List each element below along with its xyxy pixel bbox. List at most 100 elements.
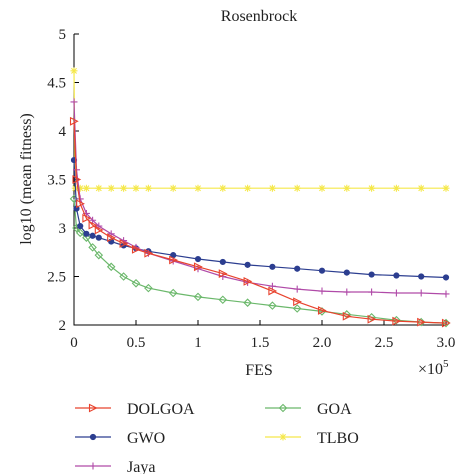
- data-point-tlbo: [76, 184, 84, 192]
- data-point-dolgoa: [218, 269, 228, 278]
- data-point-dolgoa: [317, 306, 327, 315]
- data-point-tlbo: [169, 184, 177, 192]
- legend-label-dolgoa: DOLGOA: [127, 401, 195, 418]
- y-tick-label: 2: [59, 318, 67, 334]
- data-point-goa: [193, 292, 203, 302]
- data-point-jaya: [89, 216, 97, 224]
- data-point-dolgoa: [367, 314, 377, 324]
- legend-item-tlbo: TLBO: [265, 430, 359, 447]
- chart-title: Rosenbrock: [221, 8, 297, 25]
- data-point-goa: [168, 288, 178, 298]
- data-point-dolgoa: [342, 311, 352, 321]
- data-point-dolgoa: [88, 220, 98, 230]
- data-point-dolgoa: [293, 297, 302, 307]
- data-point-gwo: [219, 258, 226, 266]
- data-point-tlbo: [268, 184, 276, 192]
- data-point-tlbo: [95, 184, 103, 192]
- data-point-tlbo: [293, 184, 301, 192]
- data-point-dolgoa: [417, 317, 426, 327]
- data-point-tlbo: [194, 184, 202, 192]
- series-line-tlbo: [73, 70, 446, 189]
- series-tlbo: [70, 67, 450, 192]
- legend-item-jaya: Jaya: [75, 459, 155, 474]
- data-point-dolgoa: [392, 316, 402, 326]
- data-point-tlbo: [368, 184, 376, 192]
- legend-item-gwo: GWO: [75, 430, 165, 447]
- legend-label-gwo: GWO: [127, 430, 165, 447]
- data-point-dolgoa: [144, 248, 154, 258]
- data-point-goa: [82, 233, 91, 242]
- data-point-dolgoa: [268, 286, 278, 296]
- data-point-jaya: [442, 290, 450, 298]
- data-point-dolgoa: [94, 225, 104, 235]
- data-point-gwo: [89, 232, 96, 239]
- axes: 2 2.5 3 3.5 4 4.5 5 0 0.5 1 1.5 2.0 2.5 3.0: [47, 27, 455, 351]
- x-axis-label: FES: [245, 362, 273, 379]
- data-point-goa: [392, 315, 401, 325]
- legend-marker-gwo: [89, 433, 97, 441]
- data-point-goa: [144, 283, 153, 293]
- data-point-gwo: [418, 273, 425, 280]
- data-point-goa: [106, 262, 116, 272]
- data-point-goa: [268, 301, 277, 310]
- data-point-goa: [88, 243, 97, 252]
- data-point-tlbo: [70, 67, 78, 75]
- data-point-tlbo: [219, 184, 227, 192]
- series-lines: [69, 67, 451, 328]
- y-tick-label: 4.5: [47, 76, 66, 92]
- x-tick-label: 1: [194, 335, 202, 351]
- data-point-dolgoa: [72, 175, 82, 184]
- series-dolgoa: [69, 116, 451, 328]
- data-point-gwo: [368, 271, 375, 278]
- data-point-goa: [292, 304, 302, 313]
- legend: DOLGOA GOA GWO TLBO Jaya: [75, 401, 359, 474]
- y-tick-label: 2.5: [47, 270, 66, 286]
- data-point-tlbo: [107, 184, 115, 192]
- x-axis-multiplier-base: ×10: [418, 361, 443, 378]
- series-line-jaya: [73, 101, 447, 295]
- data-point-gwo: [83, 230, 90, 237]
- data-point-dolgoa: [119, 239, 129, 248]
- data-point-gwo: [393, 272, 400, 279]
- data-point-tlbo: [82, 184, 90, 192]
- x-tick-label: 2.5: [375, 335, 394, 351]
- data-point-jaya: [268, 282, 276, 290]
- data-point-jaya: [417, 289, 425, 297]
- data-point-jaya: [318, 287, 326, 295]
- data-point-tlbo: [144, 184, 152, 192]
- series-jaya: [70, 98, 450, 298]
- legend-item-goa: GOA: [265, 401, 352, 418]
- data-point-jaya: [293, 285, 301, 293]
- y-tick-label: 4: [59, 124, 67, 140]
- data-point-dolgoa: [69, 116, 79, 126]
- data-point-goa: [218, 295, 228, 305]
- legend-marker-tlbo: [279, 433, 287, 441]
- legend-marker-jaya: [89, 462, 97, 470]
- data-point-gwo: [194, 255, 202, 263]
- y-axis-label: log10 (mean fitness): [18, 113, 35, 245]
- x-tick-label: 1.5: [251, 335, 270, 351]
- data-point-dolgoa: [107, 233, 116, 243]
- data-point-tlbo: [132, 184, 140, 192]
- series-goa: [69, 194, 451, 328]
- data-point-jaya: [343, 288, 351, 296]
- data-point-gwo: [442, 274, 450, 281]
- data-point-goa: [243, 298, 252, 307]
- data-point-tlbo: [343, 184, 351, 192]
- data-point-goa: [75, 228, 85, 238]
- x-tick-label: 0.5: [127, 335, 146, 351]
- data-point-tlbo: [417, 184, 425, 192]
- y-tick-label: 3: [59, 221, 67, 237]
- legend-item-dolgoa: DOLGOA: [75, 401, 195, 418]
- data-point-tlbo: [442, 184, 450, 192]
- data-point-tlbo: [392, 184, 400, 192]
- data-point-gwo: [77, 222, 84, 230]
- data-point-jaya: [392, 289, 400, 297]
- x-axis-multiplier-exponent: 5: [443, 358, 449, 370]
- data-point-goa: [94, 250, 104, 260]
- x-tick-label: 2.0: [313, 335, 332, 351]
- series-line-goa: [73, 198, 447, 324]
- data-point-gwo: [343, 269, 350, 276]
- legend-marker-dolgoa: [88, 403, 98, 413]
